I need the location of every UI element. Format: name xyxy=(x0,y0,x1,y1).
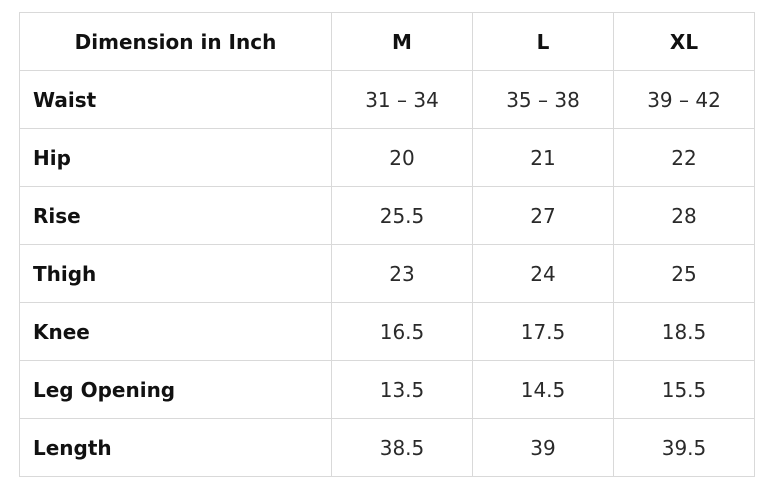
table-row: Hip 20 21 22 xyxy=(19,128,755,187)
cell-leg-opening-xl: 15.5 xyxy=(613,360,755,419)
row-label-waist: Waist xyxy=(19,70,332,129)
cell-hip-m: 20 xyxy=(331,128,473,187)
cell-rise-m: 25.5 xyxy=(331,186,473,245)
table-body: Waist 31 – 34 35 – 38 39 – 42 Hip 20 21 … xyxy=(19,70,755,477)
cell-knee-m: 16.5 xyxy=(331,302,473,361)
cell-leg-opening-l: 14.5 xyxy=(472,360,614,419)
header-dimension: Dimension in Inch xyxy=(19,12,332,71)
cell-length-m: 38.5 xyxy=(331,418,473,477)
cell-length-xl: 39.5 xyxy=(613,418,755,477)
header-row: Dimension in Inch M L XL xyxy=(19,12,755,71)
cell-hip-xl: 22 xyxy=(613,128,755,187)
table-row: Leg Opening 13.5 14.5 15.5 xyxy=(19,360,755,419)
row-label-length: Length xyxy=(19,418,332,477)
row-label-thigh: Thigh xyxy=(19,244,332,303)
table-row: Waist 31 – 34 35 – 38 39 – 42 xyxy=(19,70,755,129)
cell-knee-xl: 18.5 xyxy=(613,302,755,361)
header-size-xl: XL xyxy=(613,12,755,71)
cell-rise-l: 27 xyxy=(472,186,614,245)
table-row: Knee 16.5 17.5 18.5 xyxy=(19,302,755,361)
cell-thigh-l: 24 xyxy=(472,244,614,303)
row-label-rise: Rise xyxy=(19,186,332,245)
cell-waist-l: 35 – 38 xyxy=(472,70,614,129)
cell-length-l: 39 xyxy=(472,418,614,477)
table-header: Dimension in Inch M L XL xyxy=(19,12,755,71)
cell-rise-xl: 28 xyxy=(613,186,755,245)
header-size-m: M xyxy=(331,12,473,71)
row-label-leg-opening: Leg Opening xyxy=(19,360,332,419)
row-label-knee: Knee xyxy=(19,302,332,361)
cell-hip-l: 21 xyxy=(472,128,614,187)
cell-leg-opening-m: 13.5 xyxy=(331,360,473,419)
size-chart-table: Dimension in Inch M L XL Waist 31 – 34 3… xyxy=(19,12,755,477)
row-label-hip: Hip xyxy=(19,128,332,187)
table-row: Rise 25.5 27 28 xyxy=(19,186,755,245)
cell-thigh-m: 23 xyxy=(331,244,473,303)
table-row: Length 38.5 39 39.5 xyxy=(19,418,755,477)
cell-waist-xl: 39 – 42 xyxy=(613,70,755,129)
header-size-l: L xyxy=(472,12,614,71)
cell-knee-l: 17.5 xyxy=(472,302,614,361)
cell-waist-m: 31 – 34 xyxy=(331,70,473,129)
cell-thigh-xl: 25 xyxy=(613,244,755,303)
table-row: Thigh 23 24 25 xyxy=(19,244,755,303)
